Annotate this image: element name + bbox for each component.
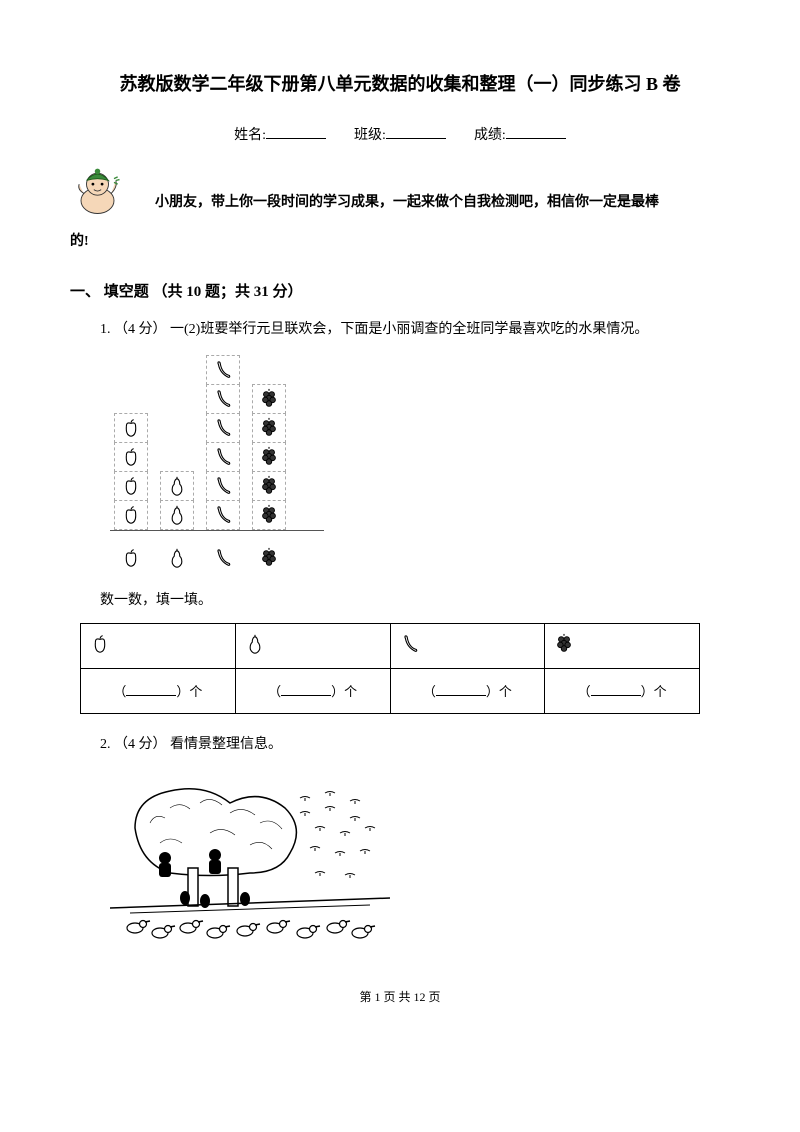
class-blank[interactable] [386, 124, 446, 139]
table-icon-cell [235, 623, 390, 668]
name-blank[interactable] [266, 124, 326, 139]
table-row: （）个（）个（）个（）个 [81, 668, 700, 713]
score-blank[interactable] [506, 124, 566, 139]
chart-cell [252, 384, 286, 414]
chart-column [114, 414, 148, 530]
intro-text-2: 的! [70, 227, 730, 258]
chart-cell [206, 442, 240, 472]
chart-cell [206, 355, 240, 385]
chart-cell [206, 413, 240, 443]
score-label: 成绩: [474, 128, 506, 143]
chart-cell [206, 471, 240, 501]
question-1: 1. （4 分） 一(2)班要举行元旦联欢会，下面是小丽调查的全班同学最喜欢吃的… [100, 317, 730, 342]
chart-cell [114, 471, 148, 501]
info-line: 姓名: 班级: 成绩: [70, 124, 730, 144]
chart-cell [252, 442, 286, 472]
chart-column [160, 472, 194, 530]
class-label: 班级: [354, 128, 386, 143]
chart-cell [252, 500, 286, 530]
table-row [81, 623, 700, 668]
q1-sub-instruction: 数一数，填一填。 [100, 589, 730, 609]
chart-label [114, 545, 148, 571]
chart-cell [114, 442, 148, 472]
chart-cell [206, 384, 240, 414]
scene-image [110, 773, 730, 948]
table-blank-cell[interactable]: （）个 [81, 668, 236, 713]
fruit-chart [110, 356, 324, 531]
chart-label [252, 545, 286, 571]
chart-cell [252, 471, 286, 501]
page-footer: 第 1 页 共 12 页 [70, 988, 730, 1005]
page-title: 苏教版数学二年级下册第八单元数据的收集和整理（一）同步练习 B 卷 [70, 70, 730, 96]
table-icon-cell [545, 623, 700, 668]
chart-column [252, 385, 286, 530]
chart-column [206, 356, 240, 530]
question-2: 2. （4 分） 看情景整理信息。 [100, 732, 730, 757]
table-blank-cell[interactable]: （）个 [545, 668, 700, 713]
chart-cell [160, 500, 194, 530]
table-blank-cell[interactable]: （）个 [390, 668, 545, 713]
chart-label [206, 545, 240, 571]
chart-cell [252, 413, 286, 443]
table-blank-cell[interactable]: （）个 [235, 668, 390, 713]
chart-cell [114, 413, 148, 443]
fruit-chart-labels [110, 545, 324, 571]
chart-label [160, 545, 194, 571]
intro-text-1: 小朋友，带上你一段时间的学习成果，一起来做个自我检测吧，相信你一定是最棒 [155, 188, 659, 219]
mascot-icon [70, 164, 125, 219]
table-icon-cell [81, 623, 236, 668]
chart-cell [160, 471, 194, 501]
chart-cell [114, 500, 148, 530]
name-label: 姓名: [234, 128, 266, 143]
fruit-table: （）个（）个（）个（）个 [80, 623, 700, 714]
table-icon-cell [390, 623, 545, 668]
chart-cell [206, 500, 240, 530]
section-header: 一、 填空题 （共 10 题；共 31 分） [70, 280, 730, 301]
